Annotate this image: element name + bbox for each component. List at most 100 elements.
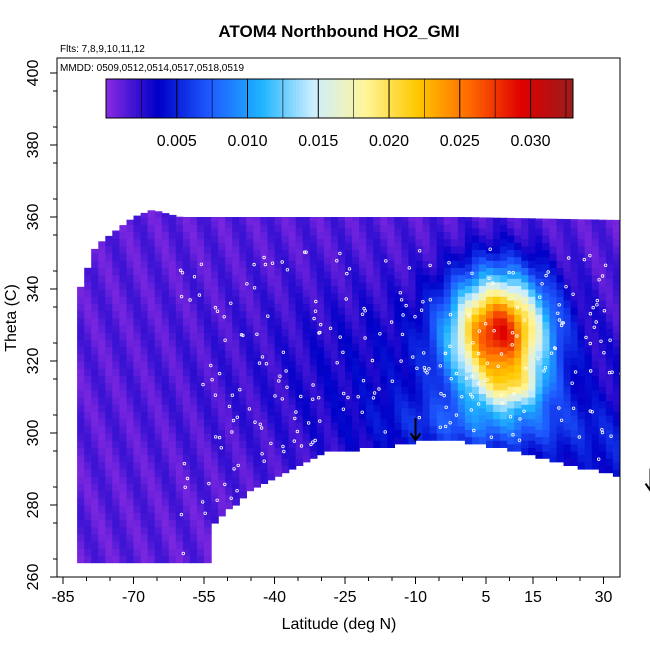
heatmap-cell bbox=[91, 346, 99, 355]
heatmap-cell bbox=[302, 289, 311, 297]
flight-track-point bbox=[399, 298, 404, 302]
y-tick-label: 260 bbox=[25, 564, 42, 591]
heatmap-cell bbox=[641, 275, 649, 283]
flight-track-point bbox=[293, 416, 297, 421]
heatmap-cell bbox=[352, 436, 360, 445]
heatmap-cell bbox=[486, 418, 494, 427]
heatmap-cell bbox=[612, 238, 620, 247]
heatmap-cell bbox=[422, 433, 431, 441]
colorbar-segment bbox=[522, 79, 527, 118]
heatmap-cell bbox=[218, 465, 226, 474]
colorbar-segment bbox=[249, 79, 254, 118]
heatmap-cell bbox=[274, 454, 283, 463]
heatmap-cell bbox=[507, 314, 515, 322]
heatmap-cell bbox=[549, 361, 558, 369]
heatmap-cell bbox=[126, 231, 135, 240]
heatmap-cell bbox=[641, 303, 649, 311]
heatmap-cell bbox=[182, 253, 191, 261]
heatmap-cell bbox=[133, 245, 142, 254]
heatmap-cell bbox=[77, 368, 85, 376]
heatmap-cell bbox=[189, 433, 198, 441]
heatmap-cell bbox=[211, 242, 219, 250]
heatmap-cell bbox=[239, 317, 247, 326]
heatmap-cell bbox=[641, 260, 649, 268]
heatmap-cell bbox=[570, 249, 579, 258]
heatmap-cell bbox=[577, 296, 586, 304]
heatmap-cell bbox=[253, 407, 261, 416]
heatmap-cell bbox=[577, 231, 586, 240]
heatmap-cell bbox=[415, 274, 424, 283]
heatmap-cell bbox=[119, 425, 128, 434]
heatmap-cell bbox=[260, 397, 269, 405]
heatmap-cell bbox=[154, 497, 163, 506]
heatmap-cell bbox=[168, 382, 177, 391]
heatmap-cell bbox=[197, 253, 205, 261]
colorbar-segment bbox=[236, 79, 240, 118]
heatmap-cell bbox=[309, 217, 318, 222]
heatmap-cell bbox=[450, 339, 459, 348]
heatmap-cell bbox=[457, 267, 466, 276]
heatmap-cell bbox=[514, 400, 522, 409]
flight-track-point bbox=[636, 444, 639, 447]
heatmap-cell bbox=[154, 353, 163, 362]
heatmap-cell bbox=[232, 389, 240, 398]
heatmap-cell bbox=[147, 526, 156, 535]
heatmap-cell bbox=[450, 303, 459, 312]
heatmap-cell bbox=[161, 483, 170, 492]
heatmap-cell bbox=[563, 220, 572, 229]
heatmap-cell bbox=[634, 473, 642, 481]
heatmap-cell bbox=[239, 217, 247, 225]
heatmap-cell bbox=[239, 418, 247, 427]
heatmap-cell bbox=[119, 245, 128, 254]
heatmap-cell bbox=[260, 447, 269, 456]
heatmap-cell bbox=[429, 332, 438, 340]
heatmap-cell bbox=[627, 372, 635, 380]
heatmap-cell bbox=[457, 418, 466, 427]
heatmap-cell bbox=[641, 221, 649, 225]
heatmap-cell bbox=[84, 519, 92, 528]
heatmap-cell bbox=[549, 260, 558, 268]
heatmap-cell bbox=[500, 317, 508, 326]
heatmap-cell bbox=[584, 303, 593, 312]
heatmap-cell bbox=[161, 440, 170, 448]
heatmap-cell bbox=[309, 271, 318, 279]
heatmap-cell bbox=[471, 335, 480, 344]
flight-track-point bbox=[584, 335, 588, 340]
heatmap-cell bbox=[436, 368, 445, 376]
heatmap-cell bbox=[288, 447, 297, 456]
heatmap-cell bbox=[281, 415, 290, 423]
heatmap-cell bbox=[373, 411, 381, 420]
heatmap-cell bbox=[634, 329, 642, 337]
heatmap-cell bbox=[267, 472, 276, 481]
heatmap-cell bbox=[591, 440, 600, 448]
heatmap-cell bbox=[211, 321, 219, 330]
heatmap-cell bbox=[464, 436, 473, 445]
heatmap-cell bbox=[105, 281, 113, 290]
flight-track-point bbox=[203, 511, 207, 515]
heatmap-cell bbox=[323, 400, 332, 409]
heatmap-cell bbox=[161, 245, 170, 254]
heatmap-cell bbox=[133, 217, 142, 225]
heatmap-cell bbox=[500, 310, 508, 319]
heatmap-cell bbox=[535, 436, 544, 445]
heatmap-cell bbox=[239, 483, 247, 492]
heatmap-cell bbox=[478, 371, 487, 380]
heatmap-cell bbox=[154, 289, 163, 297]
flight-track-point bbox=[577, 435, 581, 439]
heatmap-cell bbox=[436, 303, 445, 312]
heatmap-cell bbox=[605, 429, 614, 438]
heatmap-cell bbox=[521, 440, 529, 448]
heatmap-cell bbox=[140, 260, 149, 268]
heatmap-cell bbox=[218, 443, 226, 452]
heatmap-cell bbox=[429, 281, 438, 290]
heatmap-cell bbox=[175, 404, 184, 412]
heatmap-cell bbox=[105, 497, 113, 506]
heatmap-cell bbox=[380, 217, 388, 225]
colorbar-tick-label: 0.025 bbox=[440, 133, 480, 150]
heatmap-cell bbox=[394, 429, 403, 438]
heatmap-cell bbox=[641, 347, 649, 355]
heatmap-cell bbox=[612, 389, 620, 398]
heatmap-cell bbox=[126, 339, 135, 348]
heatmap-cell bbox=[443, 382, 452, 391]
heatmap-cell bbox=[140, 375, 149, 384]
